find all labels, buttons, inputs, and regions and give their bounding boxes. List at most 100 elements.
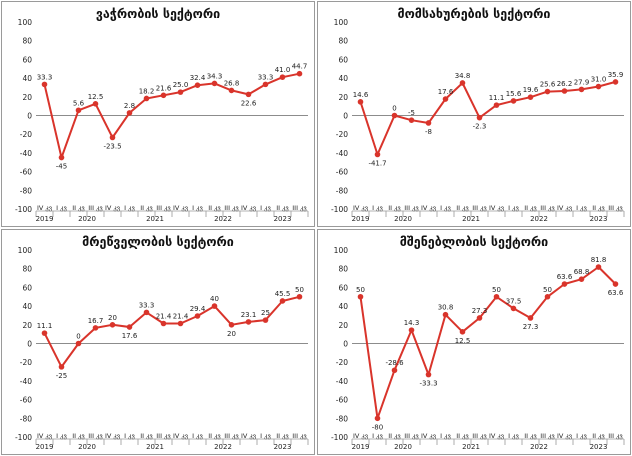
data-point (109, 134, 116, 141)
y-tick-label: -80 (336, 414, 348, 423)
data-point (126, 324, 133, 330)
x-tick-label: IV კვ (241, 432, 256, 440)
data-point (92, 325, 99, 331)
data-point (228, 322, 235, 328)
data-label: 26.8 (224, 79, 240, 87)
data-label: 25.6 (540, 81, 556, 89)
chart-title: მრეწველობის სექტორი (82, 234, 234, 249)
y-tick-label: 80 (338, 37, 348, 46)
x-tick-label: II კვ (72, 432, 85, 440)
data-label: -28.6 (385, 359, 404, 367)
chart-title: მშენებლობის სექტორი (399, 234, 549, 249)
data-point (75, 340, 82, 347)
data-point (279, 74, 286, 80)
series-line (359, 266, 617, 420)
data-point (58, 364, 65, 370)
data-label: 41.0 (275, 66, 291, 74)
data-label: -23.5 (103, 142, 121, 150)
y-tick-label: 40 (338, 74, 348, 83)
data-label: 50 (295, 286, 304, 294)
x-tick-label: II კვ (72, 204, 85, 212)
x-tick-label: II კვ (456, 432, 469, 440)
data-label: 5.6 (73, 99, 85, 107)
data-point (143, 309, 150, 316)
data-point (425, 120, 432, 126)
data-label: 11.1 (489, 94, 505, 102)
data-point (408, 117, 415, 123)
y-tick-label: 0 (27, 112, 32, 121)
data-label: 63.6 (608, 289, 624, 297)
data-label: 50 (543, 286, 552, 294)
data-point (476, 114, 483, 121)
year-label: 2023 (274, 215, 292, 223)
data-point (126, 110, 133, 116)
data-point (544, 293, 551, 300)
x-tick-label: III კვ (608, 204, 622, 212)
data-point (493, 102, 500, 108)
data-label: 29.4 (190, 305, 206, 313)
x-tick-label: II კვ (140, 204, 153, 212)
x-tick-label: I კვ (440, 204, 451, 212)
y-tick-label: -60 (336, 168, 348, 177)
data-label: 17.6 (438, 88, 454, 96)
data-point (374, 415, 381, 422)
x-tick-label: I კვ (192, 432, 203, 440)
data-point (578, 276, 585, 282)
x-tick-label: I კვ (440, 432, 451, 440)
data-label: 26.2 (557, 80, 573, 88)
y-tick-label: 40 (22, 74, 32, 83)
y-tick-label: 0 (27, 340, 32, 349)
y-tick-label: -40 (336, 149, 348, 158)
year-label: 2020 (78, 443, 96, 451)
data-label: 27.3 (523, 323, 539, 331)
data-label: 25.0 (173, 81, 189, 89)
data-label: 20 (227, 330, 236, 338)
y-tick-label: 60 (338, 55, 348, 64)
data-label: 23.1 (241, 311, 257, 319)
data-point (41, 330, 48, 336)
y-tick-label: 20 (22, 321, 32, 330)
year-label: 2023 (590, 443, 608, 451)
data-label: 27.3 (472, 307, 488, 315)
chart-title: ვაჭრობის სექტორი (95, 6, 221, 21)
data-label: 21.6 (156, 84, 172, 92)
chart-plot: 100 80 60 40 20 0 -20 -40 -60 -80 -100 IV კვ I კვ II … (331, 246, 625, 451)
series-line (43, 295, 300, 368)
data-label: 30.8 (438, 304, 454, 312)
data-point (442, 96, 449, 102)
data-label: -5 (408, 109, 415, 117)
data-point (296, 293, 303, 300)
data-point (425, 371, 432, 378)
data-point (459, 80, 466, 86)
x-tick-label: I კვ (576, 432, 587, 440)
x-tick-label: II კვ (276, 204, 289, 212)
data-label: 33.3 (37, 73, 53, 81)
y-tick-label: -100 (331, 205, 348, 214)
data-point (228, 87, 235, 94)
y-tick-label: 80 (338, 265, 348, 274)
chart-panel-industry: 100 80 60 40 20 0 -20 -40 -60 -80 -100 IV კვ I კვ II … (1, 229, 315, 455)
data-label: 33.3 (139, 301, 155, 309)
x-tick-label: IV კვ (421, 204, 436, 212)
y-tick-label: 100 (18, 246, 33, 255)
x-tick-label: I კვ (260, 432, 271, 440)
year-label: 2019 (352, 215, 370, 223)
y-tick-label: 100 (334, 18, 349, 27)
x-tick-label: III კვ (404, 432, 418, 440)
chart-panel-construction: 100 80 60 40 20 0 -20 -40 -60 -80 -100 IV კვ I კვ II … (317, 229, 631, 455)
data-label: 22.6 (241, 99, 257, 107)
data-label: 35.9 (608, 71, 624, 79)
x-tick-label: II კვ (208, 204, 221, 212)
x-tick-label: I კვ (508, 432, 519, 440)
x-tick-label: III კვ (540, 204, 554, 212)
data-label: 25 (261, 309, 270, 317)
year-label: 2023 (590, 215, 608, 223)
y-tick-label: 60 (22, 55, 32, 64)
y-tick-label: -20 (20, 358, 32, 367)
data-point (459, 329, 466, 335)
year-label: 2022 (530, 443, 548, 451)
data-point (177, 89, 184, 95)
x-tick-label: I კვ (260, 204, 271, 212)
x-tick-label: I კვ (124, 432, 135, 440)
data-point (510, 98, 517, 104)
